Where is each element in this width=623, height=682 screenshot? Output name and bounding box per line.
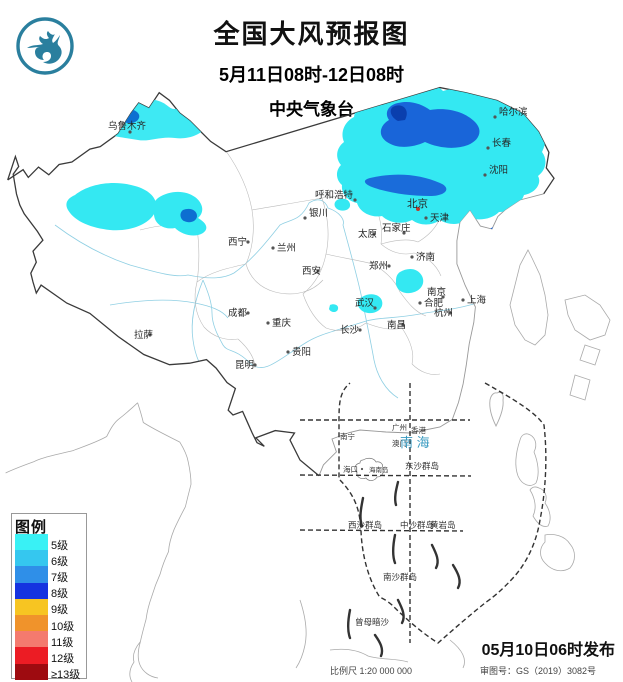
svg-text:郑州: 郑州: [369, 260, 388, 272]
svg-text:武汉: 武汉: [355, 297, 375, 309]
svg-text:太原: 太原: [358, 228, 377, 240]
svg-text:乌鲁木齐: 乌鲁木齐: [108, 120, 147, 132]
svg-text:海南岛: 海南岛: [369, 465, 389, 474]
svg-text:济南: 济南: [416, 251, 435, 263]
svg-text:广州: 广州: [392, 422, 407, 432]
svg-text:西沙群岛: 西沙群岛: [348, 520, 382, 530]
svg-text:重庆: 重庆: [272, 317, 292, 329]
svg-text:东沙群岛: 东沙群岛: [405, 461, 439, 471]
svg-text:上海: 上海: [467, 294, 487, 306]
svg-text:海口: 海口: [343, 464, 358, 474]
svg-text:香港: 香港: [411, 425, 426, 435]
svg-text:曾母暗沙: 曾母暗沙: [355, 617, 390, 627]
svg-text:黄岩岛: 黄岩岛: [430, 520, 456, 530]
svg-text:西宁: 西宁: [228, 236, 247, 248]
svg-text:天津: 天津: [430, 213, 450, 224]
svg-text:西安: 西安: [302, 265, 321, 277]
svg-text:北京: 北京: [407, 197, 428, 210]
svg-text:杭州: 杭州: [434, 307, 453, 319]
svg-text:中沙群岛: 中沙群岛: [400, 520, 434, 530]
svg-text:南宁: 南宁: [340, 431, 355, 441]
svg-text:长春: 长春: [492, 137, 512, 149]
svg-text:贵阳: 贵阳: [292, 346, 311, 358]
svg-text:拉萨: 拉萨: [134, 329, 154, 341]
svg-text:哈尔滨: 哈尔滨: [499, 106, 528, 118]
svg-text:兰州: 兰州: [277, 242, 296, 254]
svg-text:银川: 银川: [309, 207, 328, 219]
svg-text:南沙群岛: 南沙群岛: [383, 572, 417, 582]
svg-text:南 海: 南 海: [400, 435, 430, 450]
svg-text:南昌: 南昌: [387, 319, 406, 331]
svg-text:呼和浩特: 呼和浩特: [315, 189, 354, 201]
svg-text:石家庄: 石家庄: [382, 222, 411, 234]
svg-text:昆明: 昆明: [235, 360, 254, 371]
svg-text:成都: 成都: [228, 307, 248, 319]
svg-text:长沙: 长沙: [340, 324, 360, 336]
svg-text:南京: 南京: [427, 286, 446, 298]
svg-text:沈阳: 沈阳: [489, 164, 508, 176]
